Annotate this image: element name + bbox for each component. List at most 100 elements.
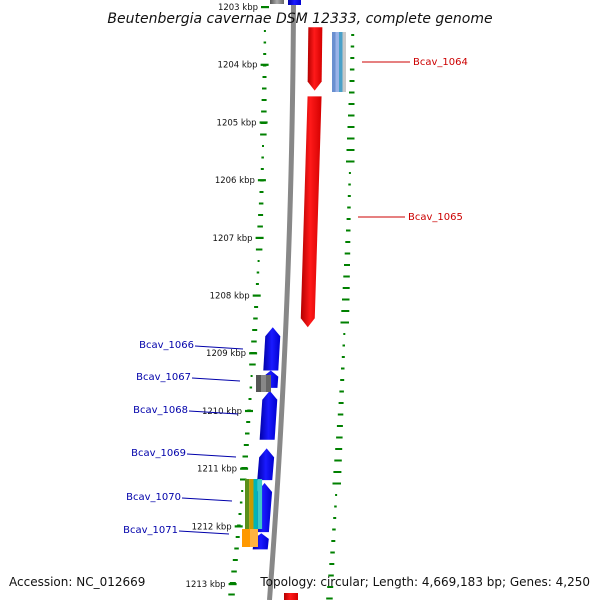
gene-leader-line [181, 497, 233, 502]
partial-feature [288, 0, 301, 5]
gc-mark [253, 317, 258, 320]
gene-leader-line [194, 345, 244, 350]
gc-mark [344, 264, 350, 266]
kbp-tick-mark [252, 294, 261, 297]
gc-mark [263, 41, 267, 44]
domain-strip [253, 479, 258, 529]
gc-mark [231, 570, 237, 573]
gc-mark [250, 375, 253, 377]
gc-mark [339, 390, 344, 393]
gc-mark [340, 321, 349, 324]
gc-mark [346, 218, 351, 220]
kbp-tick-label: 1204 kbp [218, 61, 258, 71]
gc-mark [239, 501, 243, 504]
gc-mark [346, 149, 355, 151]
gene-label[interactable]: Bcav_1067 [136, 372, 191, 383]
gc-mark [347, 206, 351, 209]
kbp-tick-label: 1212 kbp [192, 522, 232, 532]
gene-label[interactable]: Bcav_1070 [126, 492, 181, 503]
gc-mark [350, 57, 355, 59]
gene-label[interactable]: Bcav_1064 [413, 57, 468, 68]
gc-mark [260, 168, 264, 170]
gc-mark [350, 45, 355, 48]
gc-mark [326, 597, 333, 600]
gc-mark [346, 160, 355, 163]
gc-mark [348, 183, 351, 186]
kbp-tick-mark [240, 467, 249, 470]
gc-mark [328, 574, 334, 577]
domain-strip [257, 479, 263, 529]
kbp-tick-label: 1210 kbp [202, 407, 242, 417]
genome-backbone [267, 0, 296, 600]
gc-mark [346, 229, 351, 232]
kbp-tick-mark [234, 525, 243, 528]
gc-mark [329, 563, 335, 565]
domain-strip [342, 32, 346, 92]
gc-mark [327, 586, 334, 588]
gc-mark [349, 91, 355, 94]
gc-mark [342, 287, 350, 289]
gc-mark [341, 367, 345, 370]
gene-feature [259, 390, 278, 440]
gc-mark [255, 248, 263, 251]
gc-mark [254, 306, 259, 308]
gene-leader-line [186, 453, 237, 458]
feature-track [242, 0, 346, 600]
gc-mark [263, 30, 266, 32]
gc-mark [335, 448, 343, 450]
gc-mark [238, 513, 242, 515]
gc-mark [331, 540, 336, 542]
gc-mark [261, 110, 267, 113]
gc-mark [349, 80, 355, 82]
gc-mark [249, 386, 253, 389]
gc-mark [259, 191, 264, 193]
gc-mark [345, 241, 351, 243]
gene-feature [300, 96, 322, 328]
gc-mark [333, 471, 342, 473]
gc-mark [246, 421, 251, 423]
topology-label: Topology: circular; Length: 4,669,183 bp… [259, 575, 590, 589]
gc-mark [344, 252, 351, 255]
gc-mark [334, 505, 337, 508]
gc-mark [257, 260, 260, 262]
gene-label[interactable]: Bcav_1066 [139, 340, 194, 351]
gc-mark [340, 379, 345, 381]
gc-mark [348, 103, 355, 105]
gc-mark [245, 432, 250, 435]
kbp-tick-label: 1213 kbp [186, 580, 226, 590]
gc-mark [258, 202, 264, 205]
domain-strip [335, 32, 339, 92]
accession-label: Accession: NC_012669 [9, 575, 145, 589]
gene-feature [257, 448, 275, 481]
gc-mark [342, 298, 350, 301]
partial-feature [284, 593, 298, 600]
domain-strip [245, 479, 250, 529]
gene-leader-line [178, 530, 230, 535]
gc-mark [343, 275, 350, 278]
gc-mark [338, 402, 344, 404]
gene-label[interactable]: Bcav_1069 [131, 448, 186, 459]
gc-mark [260, 133, 267, 136]
gc-mark [261, 99, 267, 101]
kbp-tick-mark [261, 6, 269, 9]
gc-mark [242, 455, 248, 458]
gc-mark [347, 195, 351, 197]
partial-feature [270, 0, 284, 4]
gc-mark [336, 436, 343, 439]
kbp-tick-mark [255, 236, 264, 239]
gc-mark [257, 225, 263, 228]
gc-mark [349, 68, 355, 71]
gc-mark [341, 356, 345, 358]
gene-label[interactable]: Bcav_1071 [123, 525, 178, 536]
gene-label[interactable]: Bcav_1065 [408, 212, 463, 223]
kbp-tick-label: 1205 kbp [217, 118, 257, 128]
gene-label[interactable]: Bcav_1068 [133, 405, 188, 416]
gc-mark [263, 53, 267, 55]
gc-mark [232, 559, 238, 561]
kbp-tick-mark [245, 409, 253, 413]
gc-mark [342, 344, 345, 347]
kbp-tick-label: 1203 kbp [218, 3, 258, 13]
gc-mark [241, 490, 244, 492]
gc-mark [337, 413, 344, 416]
